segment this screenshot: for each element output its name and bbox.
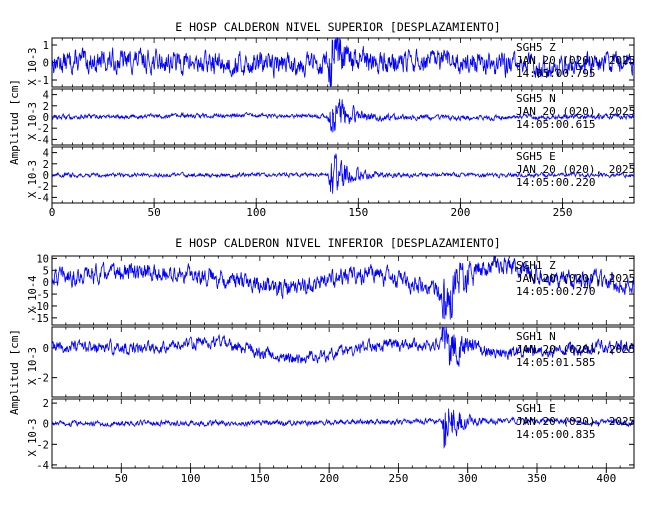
y-tick-label: 0 xyxy=(43,170,49,182)
channel-name: SGH1 E xyxy=(516,402,556,415)
y-tick-label: -2 xyxy=(36,123,49,135)
channel-time: 14:05:00.795 xyxy=(516,67,595,80)
scale-label: X 10-4 xyxy=(27,276,39,314)
y-tick-label: -10 xyxy=(30,301,49,313)
y-tick-label: -4 xyxy=(36,460,49,472)
x-tick-label: 100 xyxy=(181,472,201,485)
y-tick-label: -15 xyxy=(30,313,49,325)
y-tick-label: -1 xyxy=(36,75,49,87)
x-tick-label: 50 xyxy=(115,472,128,485)
channel-time: 14:05:00.270 xyxy=(516,285,595,298)
lower-panel-title: E HOSP CALDERON NIVEL INFERIOR [DESPLAZA… xyxy=(175,236,500,250)
y-tick-label: -2 xyxy=(36,373,49,385)
y-tick-label: 10 xyxy=(36,253,49,265)
channel-name: SGH5 E xyxy=(516,150,556,163)
x-tick-label: 250 xyxy=(388,472,408,485)
y-tick-label: 0 xyxy=(43,419,49,431)
y-tick-label: 1 xyxy=(43,40,49,52)
channel-date: JAN 20 (020), 2025 xyxy=(516,415,635,428)
waveform-sgh5-n xyxy=(51,98,635,133)
y-tick-label: -2 xyxy=(36,439,49,451)
y-tick-label: 0 xyxy=(43,112,49,124)
lower-ylabel: Amplitud [cm] xyxy=(8,329,21,415)
channel-name: SGH1 Z xyxy=(516,259,556,272)
y-tick-label: -2 xyxy=(36,181,49,193)
y-tick-label: 0 xyxy=(43,277,49,289)
channel-date: JAN 20 (020), 2025 xyxy=(516,163,635,176)
y-tick-label: 2 xyxy=(43,398,49,410)
channel-date: JAN 20 (020), 2025 xyxy=(516,54,635,67)
x-tick-label: 250 xyxy=(553,206,573,219)
scale-label: X 10-3 xyxy=(27,347,39,385)
x-tick-label: 150 xyxy=(250,472,270,485)
channel-time: 14:05:00.220 xyxy=(516,176,595,189)
x-tick-label: 200 xyxy=(319,472,339,485)
channel-date: JAN 20 (020), 2025 xyxy=(516,272,635,285)
upper-ylabel: Amplitud [cm] xyxy=(8,79,21,165)
y-tick-label: 5 xyxy=(43,265,49,277)
waveform-sgh1-n xyxy=(51,326,635,367)
scale-label: X 10-3 xyxy=(27,48,39,86)
x-tick-label: 350 xyxy=(527,472,547,485)
x-tick-label: 400 xyxy=(596,472,616,485)
y-tick-label: 0 xyxy=(43,58,49,70)
y-tick-label: -4 xyxy=(36,134,49,146)
y-tick-label: 4 xyxy=(43,148,49,160)
channel-date: JAN 20 (020), 2025 xyxy=(516,343,635,356)
y-tick-label: -4 xyxy=(36,192,49,204)
channel-time: 14:05:00.835 xyxy=(516,428,595,441)
waveform-sgh1-e xyxy=(51,408,635,449)
y-tick-label: 0 xyxy=(43,343,49,355)
x-tick-label: 0 xyxy=(49,206,56,219)
x-tick-label: 300 xyxy=(458,472,478,485)
channel-date: JAN 20 (020), 2025 xyxy=(516,105,635,118)
waveform-sgh5-z xyxy=(51,36,635,88)
channel-name: SGH1 N xyxy=(516,330,556,343)
x-tick-label: 200 xyxy=(450,206,470,219)
scale-label: X 10-3 xyxy=(27,160,39,198)
y-tick-label: 2 xyxy=(43,101,49,113)
channel-time: 14:05:01.585 xyxy=(516,356,595,369)
x-tick-label: 150 xyxy=(348,206,368,219)
channel-name: SGH5 Z xyxy=(516,41,556,54)
scale-label: X 10-3 xyxy=(27,102,39,140)
waveform-sgh5-e xyxy=(51,153,635,194)
scale-label: X 10-3 xyxy=(27,419,39,457)
y-tick-label: 2 xyxy=(43,159,49,171)
x-tick-label: 100 xyxy=(246,206,266,219)
channel-name: SGH5 N xyxy=(516,92,556,105)
y-tick-label: 4 xyxy=(43,90,49,102)
x-tick-label: 50 xyxy=(147,206,160,219)
waveform-sgh1-z xyxy=(51,256,635,320)
y-tick-label: -5 xyxy=(36,289,49,301)
channel-time: 14:05:00.615 xyxy=(516,118,595,131)
upper-panel-title: E HOSP CALDERON NIVEL SUPERIOR [DESPLAZA… xyxy=(175,20,500,34)
